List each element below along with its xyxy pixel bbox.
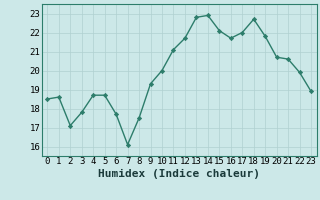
X-axis label: Humidex (Indice chaleur): Humidex (Indice chaleur) xyxy=(98,169,260,179)
